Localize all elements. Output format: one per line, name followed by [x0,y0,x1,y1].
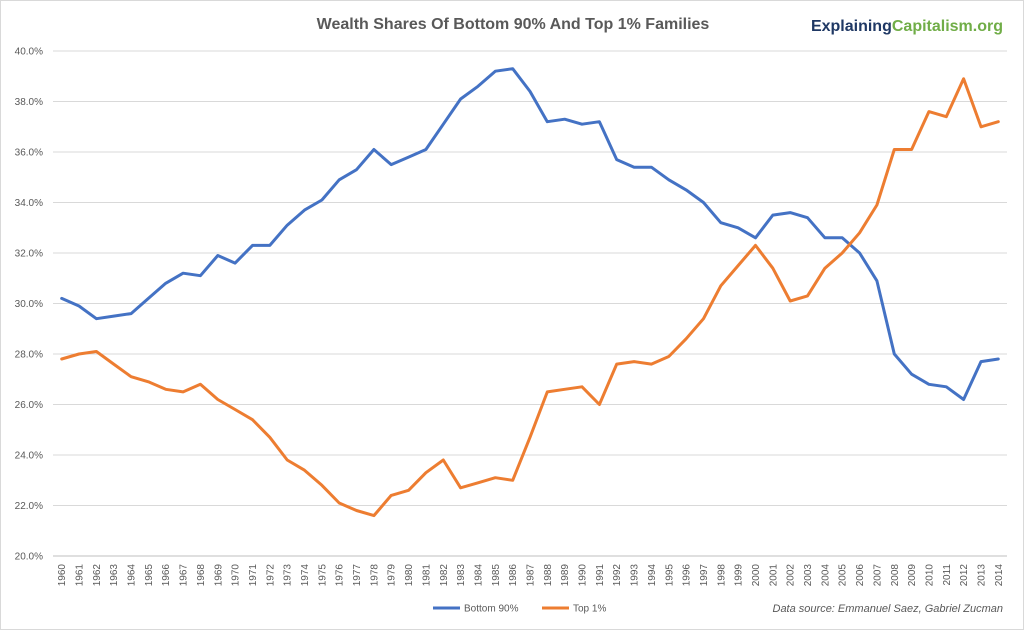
chart-title: Wealth Shares Of Bottom 90% And Top 1% F… [317,16,710,33]
x-tick-label: 1997 [699,564,710,587]
x-tick-label: 1971 [248,564,259,587]
x-tick-label: 2014 [994,564,1005,587]
x-tick-label: 1987 [526,564,537,587]
x-tick-label: 1993 [630,564,641,587]
x-tick-label: 2009 [907,564,918,587]
x-tick-label: 1996 [682,564,693,587]
x-tick-label: 1999 [734,564,745,587]
y-tick-label: 24.0% [15,451,43,462]
x-tick-label: 2000 [751,564,762,587]
x-tick-label: 1988 [543,564,554,587]
y-tick-label: 20.0% [15,552,43,563]
y-tick-label: 28.0% [15,350,43,361]
x-tick-label: 1983 [456,564,467,587]
x-tick-label: 2007 [872,564,883,587]
legend-label: Bottom 90% [464,604,519,615]
x-tick-label: 2011 [942,564,953,586]
y-tick-label: 32.0% [15,249,43,260]
x-tick-label: 1982 [439,564,450,587]
legend: Bottom 90% Top 1% [433,604,606,615]
grid-lines [53,50,1007,557]
brand-part2: Capitalism.org [892,18,1003,35]
x-tick-label: 1990 [578,564,589,587]
series-line-bottom-90 [60,67,1000,401]
x-tick-label: 1963 [109,564,120,587]
x-tick-label: 1985 [491,564,502,587]
x-tick-label: 1995 [664,564,675,587]
x-tick-label: 2008 [890,564,901,587]
series-lines [60,67,1000,518]
x-tick-label: 1968 [196,564,207,587]
x-axis-ticks: 1960 1961 1962 1963 1964 1965 1966 1967 1968 1969… [57,564,1005,587]
x-tick-label: 1992 [612,564,623,587]
series-line-top-1 [60,77,1000,518]
x-tick-label: 1967 [179,564,190,587]
x-tick-label: 2006 [855,564,866,587]
x-tick-label: 2003 [803,564,814,587]
y-tick-label: 36.0% [15,148,43,159]
x-tick-label: 1960 [57,564,68,587]
x-tick-label: 1973 [283,564,294,587]
x-tick-label: 1981 [421,564,432,587]
x-tick-label: 1986 [508,564,519,587]
x-tick-label: 1964 [127,564,138,587]
x-tick-label: 1979 [387,564,398,587]
x-tick-label: 1974 [300,564,311,587]
x-tick-label: 2001 [768,564,779,587]
x-tick-label: 1970 [231,564,242,587]
x-tick-label: 2012 [959,564,970,587]
x-tick-label: 1984 [473,564,484,587]
x-tick-label: 1975 [317,564,328,587]
y-axis-ticks: 20.0% 22.0% 24.0% 26.0% 28.0% 30.0% 32.0% 34.0%… [15,47,43,563]
x-tick-label: 2004 [820,564,831,587]
data-source-note: Data source: Emmanuel Saez, Gabriel Zucm… [773,603,1004,615]
brand-part1: Explaining [811,18,892,35]
y-tick-label: 22.0% [15,501,43,512]
x-tick-label: 1966 [161,564,172,587]
x-tick-label: 2005 [838,564,849,587]
y-tick-label: 26.0% [15,400,43,411]
y-tick-label: 40.0% [15,47,43,58]
x-tick-label: 1998 [716,564,727,587]
x-tick-label: 1978 [369,564,380,587]
x-tick-label: 1976 [335,564,346,587]
x-tick-label: 1965 [144,564,155,587]
x-tick-label: 1962 [92,564,103,587]
x-tick-label: 1991 [595,564,606,587]
y-tick-label: 30.0% [15,299,43,310]
x-tick-label: 1989 [560,564,571,587]
brand-logo[interactable]: ExplainingCapitalism.org [811,18,1003,35]
y-tick-label: 38.0% [15,97,43,108]
x-tick-label: 1980 [404,564,415,587]
x-tick-label: 2010 [924,564,935,587]
x-tick-label: 2002 [786,564,797,587]
x-tick-label: 1977 [352,564,363,587]
x-tick-label: 1972 [265,564,276,587]
legend-label: Top 1% [573,604,606,615]
x-tick-label: 1961 [75,564,86,587]
y-tick-label: 34.0% [15,198,43,209]
x-tick-label: 1994 [647,564,658,587]
x-tick-label: 2013 [976,564,987,587]
x-tick-label: 1969 [213,564,224,587]
